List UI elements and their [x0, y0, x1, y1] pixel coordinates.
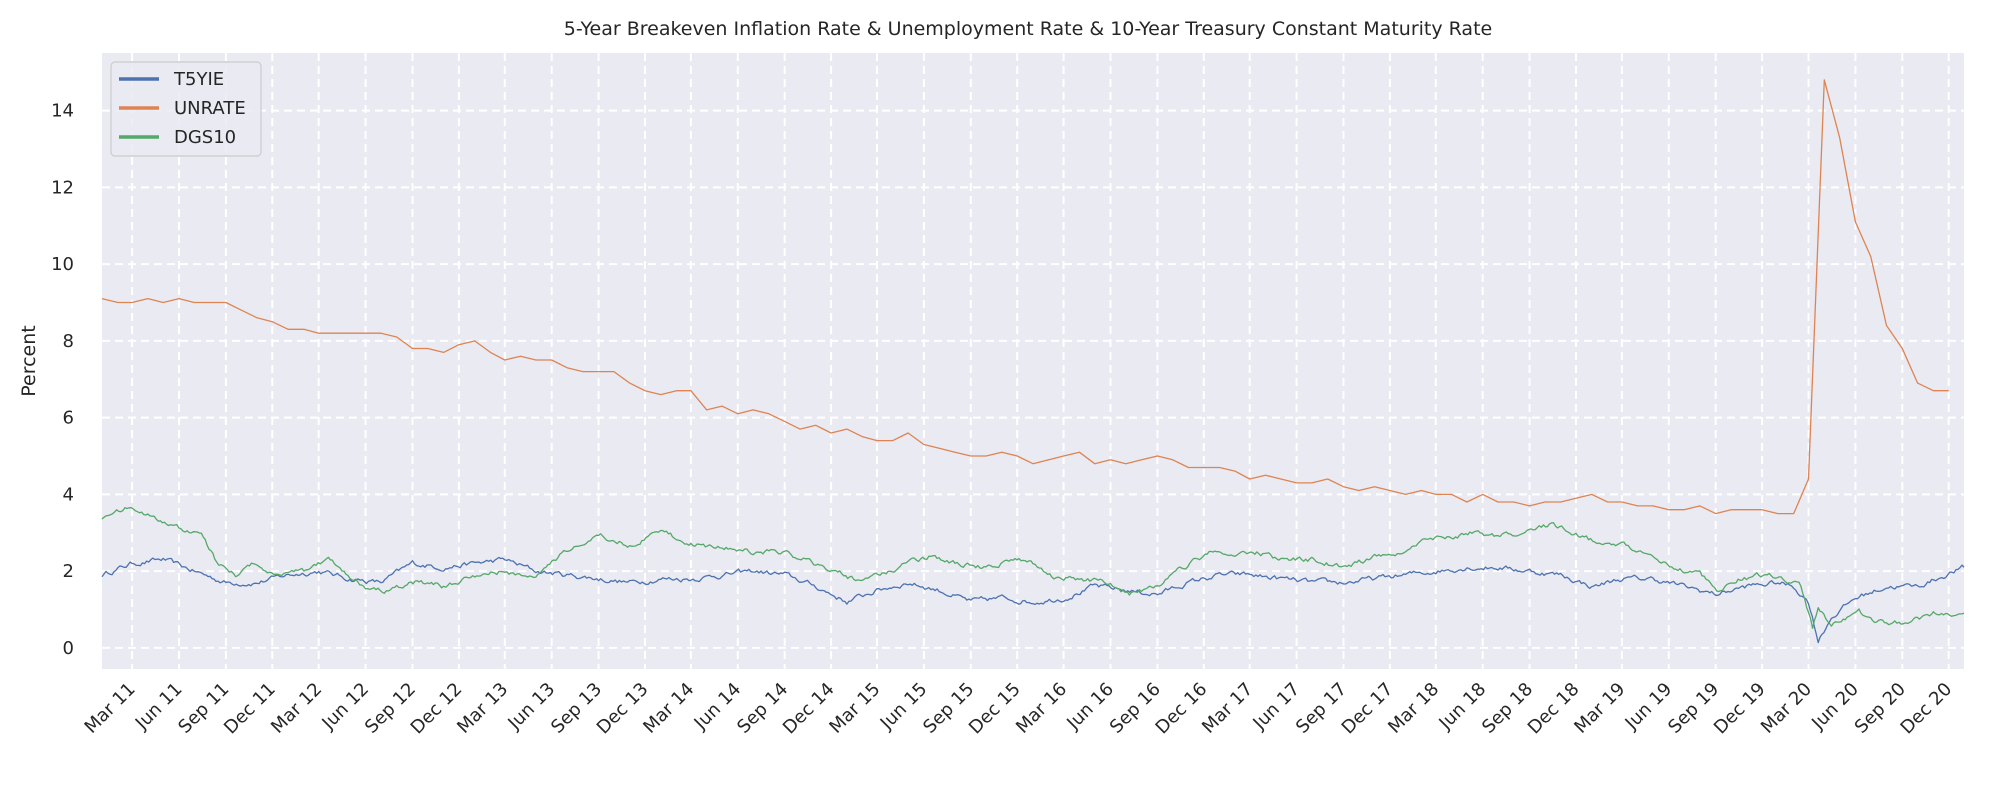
legend-label-t5yie: T5YIE [173, 69, 224, 90]
x-tick-label: Mar 19 [1570, 679, 1629, 738]
y-tick-label: 6 [63, 408, 74, 429]
x-tick-label: Mar 20 [1757, 679, 1816, 738]
y-tick-label: 8 [63, 331, 74, 352]
x-tick-label: Mar 17 [1198, 679, 1257, 738]
x-tick-label: Dec 14 [779, 679, 839, 739]
x-tick-label: Dec 20 [1897, 679, 1957, 739]
x-tick-label: Mar 12 [267, 679, 326, 738]
y-tick-label: 12 [51, 177, 74, 198]
legend-label-dgs10: DGS10 [174, 127, 236, 148]
x-tick-label: Dec 16 [1152, 679, 1212, 739]
legend-box [110, 61, 262, 157]
x-tick-label: Mar 14 [639, 679, 698, 738]
grid [102, 53, 1964, 669]
y-axis: 0 2 4 6 8 10 12 14 [51, 101, 74, 659]
chart-title: 5-Year Breakeven Inflation Rate & Unempl… [564, 18, 1492, 40]
x-tick-label: Dec 18 [1524, 679, 1584, 739]
x-tick-label: Mar 18 [1384, 679, 1443, 738]
x-tick-label: Mar 15 [825, 679, 884, 738]
series-line-t5yie [101, 556, 1965, 644]
y-tick-label: 2 [63, 561, 74, 582]
legend: T5YIE UNRATE DGS10 [110, 61, 262, 157]
series-layer [101, 79, 1965, 644]
x-tick-label: Dec 19 [1710, 679, 1770, 739]
x-tick-label: Mar 11 [81, 679, 140, 738]
y-tick-label: 4 [63, 484, 74, 505]
x-tick-label: Dec 13 [593, 679, 653, 739]
x-tick-label: Dec 15 [965, 679, 1025, 739]
x-tick-label: Mar 16 [1012, 679, 1071, 738]
series-line-dgs10 [101, 507, 1965, 629]
y-tick-label: 10 [51, 254, 74, 275]
y-tick-label: 0 [63, 638, 74, 659]
x-tick-label: Mar 13 [453, 679, 512, 738]
x-tick-label: Dec 17 [1338, 679, 1398, 739]
y-axis-label: Percent [18, 325, 40, 397]
series-line-unrate [101, 79, 1949, 515]
x-tick-label: Dec 12 [407, 679, 467, 739]
x-tick-label: Dec 11 [220, 679, 280, 739]
legend-label-unrate: UNRATE [174, 98, 246, 119]
y-tick-label: 14 [51, 101, 74, 122]
plot-area [102, 53, 1964, 669]
